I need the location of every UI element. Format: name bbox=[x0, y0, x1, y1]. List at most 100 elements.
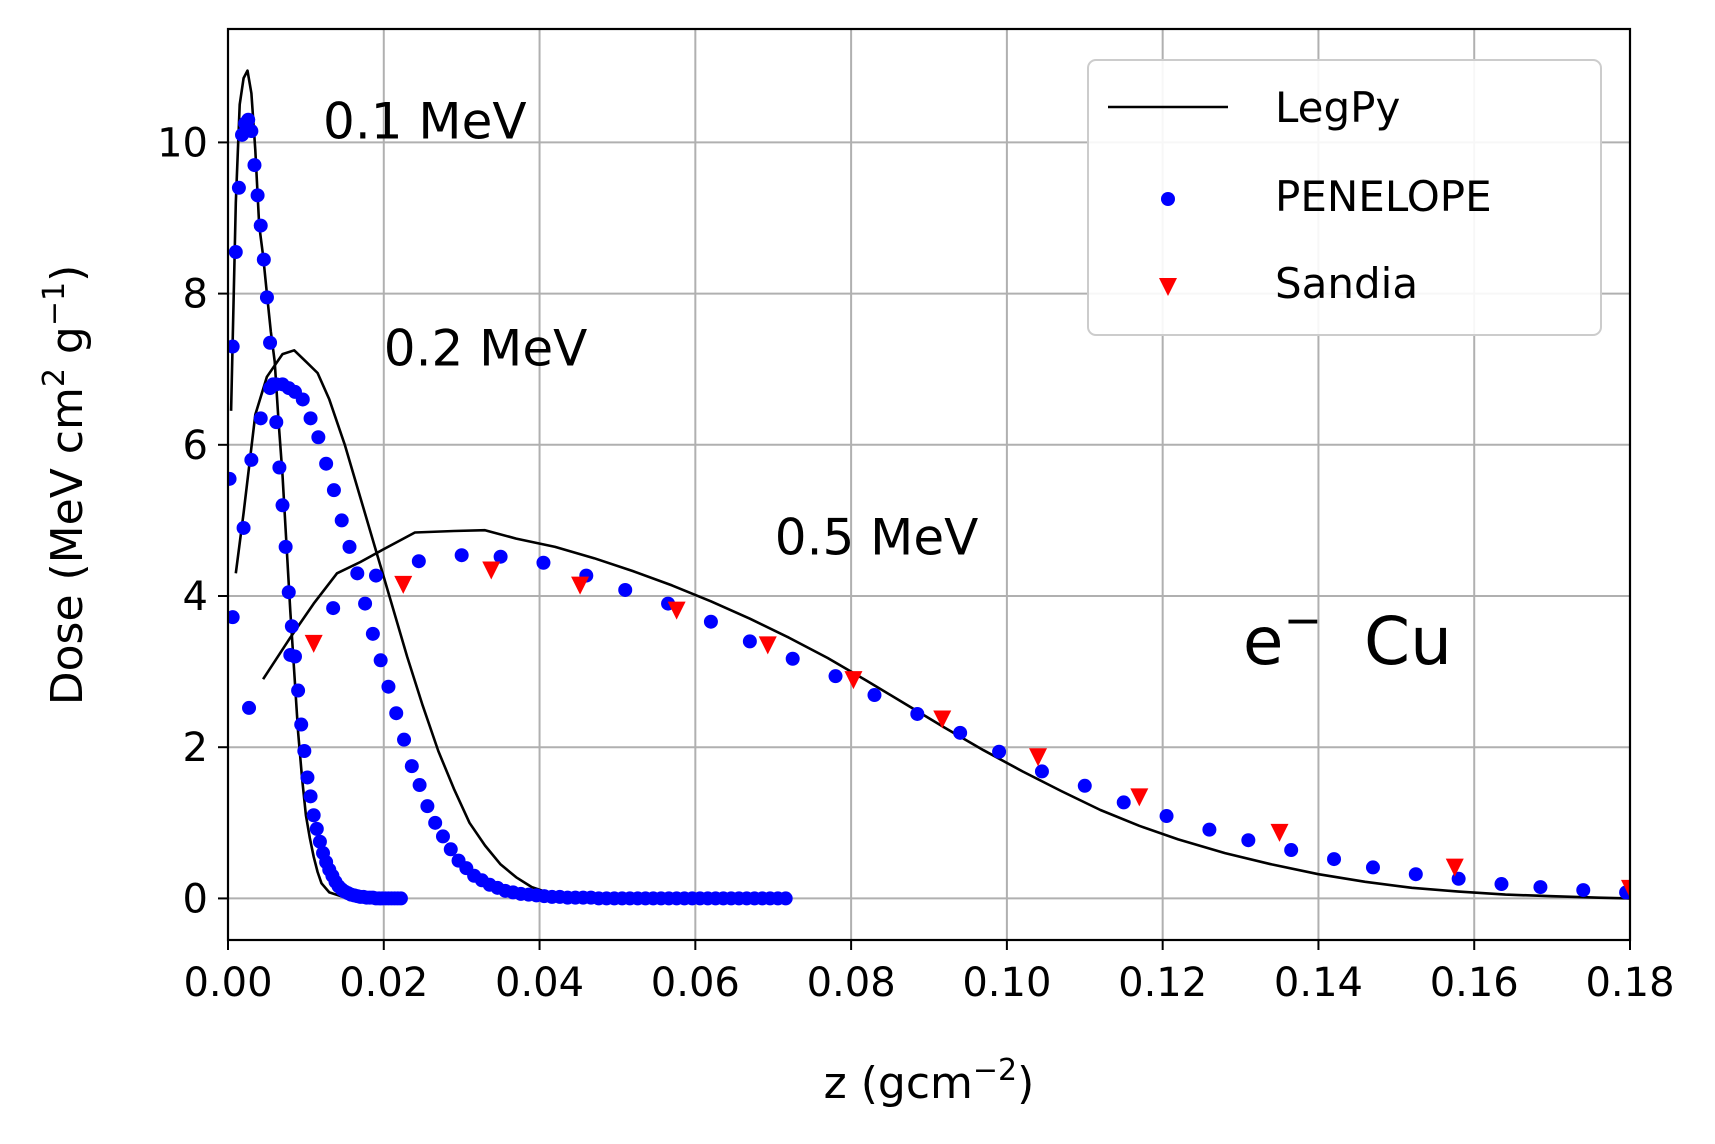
penelope-point bbox=[312, 834, 327, 849]
penelope-point bbox=[247, 158, 262, 173]
plot-frame bbox=[226, 27, 1632, 942]
penelope-point bbox=[256, 252, 271, 267]
x-axis-label: z (gcm−2) bbox=[824, 1053, 1035, 1109]
y-axis-label: Dose (MeV cm2 g−1) bbox=[37, 265, 93, 706]
penelope-point bbox=[536, 555, 551, 570]
legend-label: Sandia bbox=[1275, 259, 1418, 308]
energy-label: 0.1 MeV bbox=[323, 93, 527, 151]
penelope-point bbox=[297, 743, 312, 758]
penelope-point bbox=[1576, 883, 1591, 898]
y-tick-label: 10 bbox=[157, 120, 208, 166]
penelope-point bbox=[334, 513, 349, 528]
penelope-point bbox=[281, 585, 296, 600]
penelope-point bbox=[278, 539, 293, 554]
energy-annotations: 0.1 MeV 0.2 MeV 0.5 MeV e− Cu bbox=[323, 93, 1452, 680]
penelope-point bbox=[275, 498, 290, 513]
penelope-point bbox=[241, 112, 256, 127]
penelope-point bbox=[992, 744, 1007, 759]
sandia-point bbox=[482, 561, 501, 580]
penelope-point bbox=[618, 582, 633, 597]
penelope-point bbox=[309, 821, 324, 836]
penelope-point bbox=[1241, 833, 1256, 848]
penelope-point bbox=[397, 732, 412, 747]
penelope-point bbox=[1159, 809, 1174, 824]
x-tick-label: 0.06 bbox=[651, 960, 740, 1006]
penelope-point bbox=[358, 596, 373, 611]
penelope-point bbox=[311, 430, 326, 445]
penelope-point bbox=[244, 452, 259, 467]
x-tick-label: 0.04 bbox=[495, 960, 584, 1006]
penelope-point bbox=[300, 770, 315, 785]
penelope-point bbox=[326, 601, 341, 616]
penelope-point bbox=[269, 415, 284, 430]
penelope-point bbox=[435, 829, 450, 844]
penelope-point bbox=[1034, 764, 1049, 779]
penelope-point bbox=[703, 614, 718, 629]
penelope-point bbox=[295, 392, 310, 407]
penelope-point bbox=[867, 688, 882, 703]
particle-material-label: e− Cu bbox=[1243, 593, 1452, 680]
axis-ticks: 0.00 0.02 0.04 0.06 0.08 0.10 0.12 0.14 0.16 0.18… bbox=[157, 120, 1674, 1006]
penelope-point bbox=[742, 634, 757, 649]
sandia-point bbox=[1270, 823, 1289, 842]
penelope-point bbox=[828, 669, 843, 684]
series-sandia-0-5-mev bbox=[304, 561, 1630, 898]
y-tick-label: 2 bbox=[183, 725, 208, 771]
penelope-point bbox=[443, 842, 458, 857]
sandia-point bbox=[758, 636, 777, 655]
plot-content bbox=[228, 69, 1630, 906]
x-tick-label: 0.14 bbox=[1274, 960, 1363, 1006]
penelope-point bbox=[228, 245, 243, 260]
penelope-point bbox=[1077, 778, 1092, 793]
penelope-point bbox=[253, 411, 268, 426]
legend-entry-penelope: PENELOPE bbox=[1161, 172, 1492, 221]
penelope-point bbox=[263, 335, 278, 350]
penelope-point bbox=[350, 566, 365, 581]
x-tick-label: 0.12 bbox=[1118, 960, 1207, 1006]
penelope-point bbox=[231, 180, 246, 195]
y-tick-label: 8 bbox=[183, 272, 208, 318]
penelope-point bbox=[389, 706, 404, 721]
penelope-point bbox=[250, 188, 265, 203]
sandia-point bbox=[1029, 748, 1048, 767]
energy-label: 0.2 MeV bbox=[384, 319, 588, 377]
penelope-point bbox=[1327, 852, 1342, 867]
x-tick-label: 0.02 bbox=[339, 960, 428, 1006]
x-tick-label: 0.10 bbox=[962, 960, 1051, 1006]
y-tick-label: 6 bbox=[183, 423, 208, 469]
penelope-point bbox=[253, 218, 268, 233]
penelope-point bbox=[420, 799, 435, 814]
penelope-point bbox=[326, 483, 341, 498]
penelope-point bbox=[303, 789, 318, 804]
penelope-point bbox=[1202, 822, 1217, 837]
penelope-point bbox=[785, 651, 800, 666]
legend-label: LegPy bbox=[1275, 83, 1400, 132]
legend-entry-legpy: LegPy bbox=[1108, 83, 1400, 132]
sandia-point bbox=[667, 601, 686, 620]
series-penelope-0-5-mev bbox=[242, 548, 1630, 900]
legend-dot-swatch bbox=[1161, 192, 1175, 206]
x-tick-label: 0.18 bbox=[1585, 960, 1674, 1006]
penelope-point bbox=[306, 808, 321, 823]
legend-triangle-swatch bbox=[1159, 278, 1177, 296]
penelope-point bbox=[283, 647, 298, 662]
penelope-point bbox=[1284, 843, 1299, 858]
y-tick-label: 0 bbox=[183, 876, 208, 922]
penelope-point bbox=[454, 548, 469, 563]
penelope-point bbox=[342, 539, 357, 554]
penelope-point bbox=[244, 124, 259, 139]
penelope-point bbox=[1116, 795, 1131, 810]
penelope-point bbox=[1365, 860, 1380, 875]
penelope-point bbox=[411, 554, 426, 569]
sandia-point bbox=[1445, 858, 1464, 877]
penelope-point bbox=[1408, 867, 1423, 882]
x-tick-label: 0.00 bbox=[183, 960, 272, 1006]
sandia-point bbox=[571, 576, 590, 595]
series-legpy-0-5-mev bbox=[262, 528, 1630, 900]
penelope-point bbox=[1494, 877, 1509, 892]
sandia-point bbox=[304, 634, 323, 653]
penelope-point bbox=[242, 700, 257, 715]
penelope-point bbox=[303, 411, 318, 426]
penelope-point bbox=[412, 778, 427, 793]
